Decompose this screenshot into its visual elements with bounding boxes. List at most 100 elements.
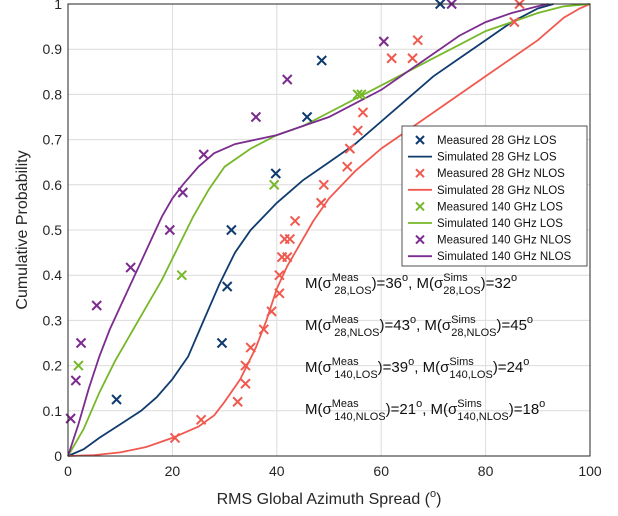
annotation-sub2: 28,NLOS [451, 327, 496, 339]
annotation-mid: )=39 [378, 359, 408, 376]
y-tick-label: 0.1 [43, 403, 63, 419]
data-point-s4-3 [352, 89, 363, 100]
legend-label: Simulated 140 GHz LOS [437, 218, 563, 230]
y-tick-label: 0.4 [43, 267, 63, 283]
series-line-3 [67, 3, 591, 457]
median-annotation: M(σMeas 140,NLOS)=21o, M(σSims 140,NLOS)=1… [305, 398, 545, 423]
annotation-sub: 140,LOS [334, 369, 377, 381]
median-annotation: M(σMeas 140,LOS)=39o, M(σSims 140,LOS)=24o [305, 356, 529, 381]
legend-swatch [415, 234, 425, 245]
data-point-s2-17 [342, 161, 353, 172]
data-point-s2-16 [318, 179, 329, 191]
annotation-sep: , M(σ [414, 359, 450, 376]
legend-swatch [415, 201, 425, 212]
data-point-s6-10 [378, 36, 390, 47]
x-tick-label: 100 [578, 463, 602, 479]
legend-label: Measured 28 GHz NLOS [437, 168, 565, 180]
annotation-sub2: 140,LOS [449, 369, 492, 381]
legend-label: Simulated 140 GHz NLOS [437, 251, 572, 263]
y-tick-label: 0.9 [43, 41, 63, 57]
annotation-mid2: )=45 [496, 317, 526, 334]
y-tick-label: 0.3 [43, 312, 63, 328]
data-point-s2-2 [232, 396, 243, 407]
annotation-sep: , M(σ [422, 401, 458, 418]
annotation-deg: o [410, 314, 416, 326]
annotation-sup: Meas [332, 398, 359, 410]
data-point-s2-23 [412, 34, 423, 46]
annotation-sub: 28,LOS [334, 285, 371, 297]
annotation-mid2: )=24 [493, 359, 523, 376]
data-point-s2-21 [386, 53, 397, 64]
data-point-s6-4 [125, 262, 136, 273]
data-point-s2-15 [315, 197, 327, 209]
annotation-sub2: 140,NLOS [457, 411, 508, 423]
data-point-s6-5 [164, 224, 175, 236]
y-tick-label: 1 [54, 0, 62, 12]
annotation-mid: )=21 [386, 401, 416, 418]
legend-box [401, 125, 588, 267]
y-tick-label: 0.5 [43, 222, 63, 238]
annotation-pre: M(σ [305, 359, 332, 376]
annotation-deg2: o [523, 356, 529, 368]
legend-label: Simulated 28 GHz NLOS [437, 185, 565, 197]
y-tick-label: 0.8 [43, 86, 63, 102]
data-point-s4-4 [356, 89, 367, 100]
annotation-deg2: o [511, 272, 517, 284]
annotation-deg: o [408, 356, 414, 368]
data-point-s4-0 [73, 360, 84, 371]
annotation-sep: , M(σ [416, 317, 452, 334]
data-point-s2-5 [245, 342, 256, 353]
legend-label: Measured 140 GHz LOS [437, 201, 563, 213]
annotation-sep: , M(σ [408, 275, 444, 292]
data-point-s2-13 [284, 233, 296, 245]
data-point-s0-5 [301, 111, 313, 123]
legend-swatch [415, 135, 425, 145]
annotation-sup2: Sims [449, 356, 474, 368]
y-tick-labels: 0 0.1 0.2 0.3 0.4 0.5 0.6 0.7 0.8 0.9 1 [43, 0, 63, 464]
annotation-sub2: 28,LOS [443, 285, 480, 297]
x-tick-labels: 0 20 40 60 80 100 [64, 463, 602, 479]
annotation-sup: Meas [332, 356, 359, 368]
median-annotation: M(σMeas 28,LOS)=36o, M(σSims 28,LOS)=32o [305, 272, 517, 297]
x-tick-label: 0 [64, 463, 72, 479]
data-point-s6-2 [75, 337, 87, 349]
y-tick-label: 0.7 [43, 132, 63, 148]
y-tick-label: 0 [54, 448, 62, 464]
x-tick-label: 20 [165, 463, 181, 479]
series-lines [67, 3, 591, 457]
data-point-s2-24 [509, 16, 520, 28]
median-annotation: M(σMeas 28,NLOS)=43o, M(σSims 28,NLOS)=45o [305, 314, 533, 339]
data-point-s0-6 [316, 55, 327, 66]
annotation-sup: Meas [332, 272, 359, 284]
annotation-sup: Meas [332, 314, 359, 326]
data-point-s4-2 [268, 179, 280, 191]
series-line-1 [67, 3, 554, 457]
data-point-s6-1 [70, 375, 82, 386]
data-point-s2-0 [169, 432, 181, 444]
data-point-s0-4 [270, 168, 281, 179]
y-tick-label: 0.6 [43, 177, 63, 193]
y-tick-label: 0.2 [43, 358, 63, 374]
annotation-mid2: )=18 [509, 401, 539, 418]
annotation-mid2: )=32 [481, 275, 511, 292]
annotation-deg2: o [539, 398, 545, 410]
data-point-s6-3 [91, 300, 102, 311]
data-point-s2-1 [195, 414, 207, 426]
data-point-s2-8 [274, 288, 285, 299]
data-point-s0-2 [222, 281, 233, 292]
y-axis-label: Cumulative Probability [14, 150, 31, 309]
data-point-s2-3 [240, 378, 251, 389]
data-point-s0-1 [216, 337, 228, 349]
legend-label: Simulated 28 GHz LOS [437, 152, 557, 164]
legend-label: Measured 28 GHz LOS [437, 135, 557, 147]
data-point-s6-8 [250, 111, 262, 123]
legend-label: Measured 140 GHz NLOS [437, 235, 572, 247]
annotation-deg2: o [527, 314, 533, 326]
annotation-deg: o [402, 272, 408, 284]
grid [67, 3, 591, 457]
annotation-pre: M(σ [305, 401, 332, 418]
data-point-s6-9 [282, 74, 293, 85]
annotation-sup2: Sims [457, 398, 482, 410]
legend-swatch [415, 168, 425, 178]
annotation-sup2: Sims [443, 272, 468, 284]
